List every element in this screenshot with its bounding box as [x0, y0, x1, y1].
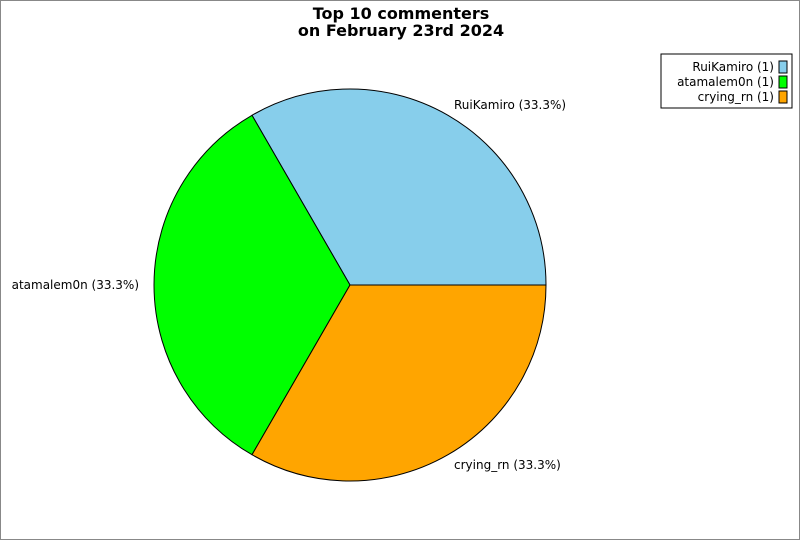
legend-swatch: [778, 60, 788, 74]
pie-slice-RuiKamiro: [251, 88, 547, 286]
pie-slice-atamalem0n: [153, 114, 351, 456]
slice-label: RuiKamiro (33.3%): [454, 98, 566, 112]
chart-title-line-1: Top 10 commenters: [313, 4, 490, 23]
legend-label: atamalem0n (1): [677, 75, 774, 89]
chart-title-line-2: on February 23rd 2024: [298, 21, 504, 40]
legend-swatch: [778, 90, 788, 104]
legend-box: [660, 53, 793, 109]
legend: RuiKamiro (1)atamalem0n (1)crying_rn (1): [660, 53, 793, 109]
slice-label: atamalem0n (33.3%): [12, 278, 139, 292]
slice-label: crying_rn (33.3%): [454, 458, 561, 472]
legend-label: crying_rn (1): [698, 90, 774, 104]
pie-slice-crying_rn: [251, 284, 547, 482]
legend-label: RuiKamiro (1): [692, 60, 774, 74]
legend-swatch: [778, 75, 788, 89]
